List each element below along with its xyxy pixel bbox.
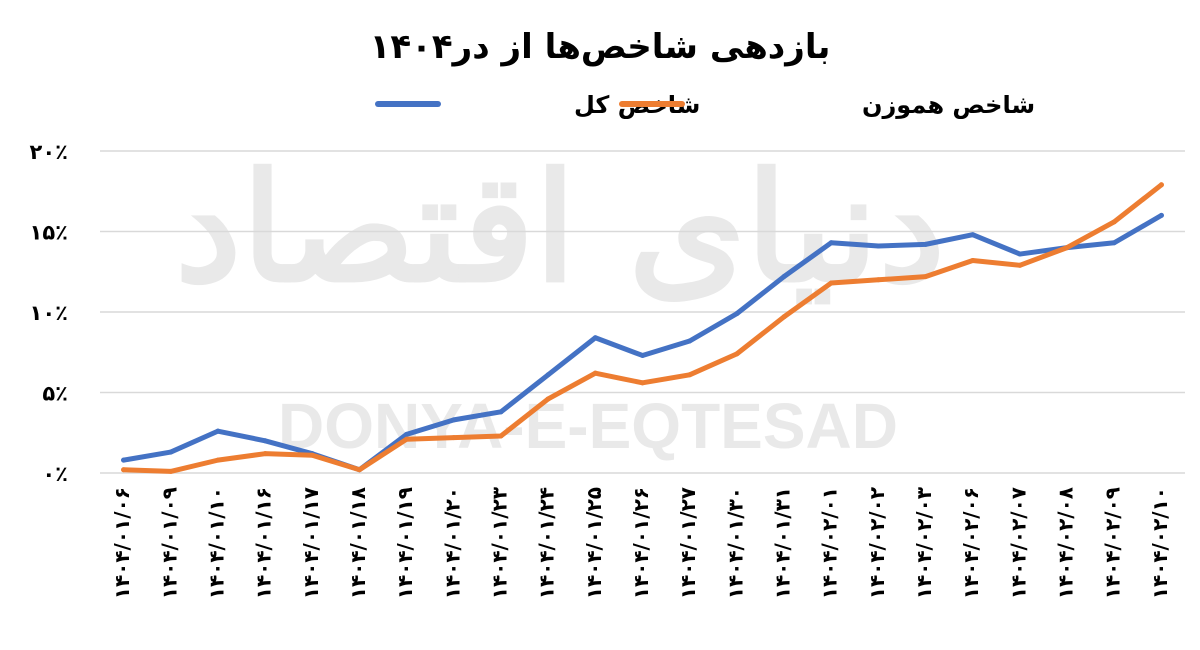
data-point bbox=[875, 277, 881, 283]
data-point bbox=[262, 451, 268, 457]
x-tick-label: ۱۴۰۴/۰۲/۱۰ bbox=[1148, 487, 1172, 599]
x-tick-label: ۱۴۰۴/۰۱/۳۰ bbox=[723, 487, 747, 599]
x-tick-label: ۱۴۰۴/۰۱/۲۰ bbox=[440, 487, 464, 599]
y-tick-label: ۱۵٪ bbox=[30, 221, 68, 245]
data-point bbox=[1064, 245, 1070, 251]
data-point bbox=[781, 274, 787, 280]
x-tick-label: ۱۴۰۴/۰۱/۲۳ bbox=[487, 487, 511, 599]
data-point bbox=[640, 380, 645, 386]
data-point bbox=[828, 280, 834, 286]
x-tick-label: ۱۴۰۴/۰۱/۱۷ bbox=[299, 487, 323, 599]
y-axis-tick-labels: ۰٪ ۵٪ ۱۰٪ ۱۵٪ ۲۰٪ bbox=[30, 140, 68, 486]
chart-title: بازدهی شاخص‌ها از در۱۴۰۴ bbox=[370, 27, 831, 67]
x-tick-label: ۱۴۰۴/۰۱/۲۷ bbox=[676, 487, 700, 599]
data-point bbox=[121, 467, 127, 473]
x-tick-label: ۱۴۰۴/۰۲/۰۹ bbox=[1101, 487, 1125, 599]
data-point bbox=[498, 433, 504, 439]
x-tick-label: ۱۴۰۴/۰۱/۱۰ bbox=[204, 487, 228, 599]
x-tick-label: ۱۴۰۴/۰۱/۲۵ bbox=[582, 487, 606, 599]
data-point bbox=[1111, 219, 1117, 225]
data-point bbox=[923, 274, 929, 280]
x-tick-label: ۱۴۰۴/۰۲/۰۳ bbox=[912, 487, 936, 599]
data-point bbox=[970, 257, 976, 263]
data-point bbox=[121, 457, 127, 463]
data-point bbox=[640, 352, 645, 358]
data-point bbox=[1158, 212, 1164, 218]
x-tick-label: ۱۴۰۴/۰۱/۰۶ bbox=[110, 487, 134, 599]
data-point bbox=[1111, 240, 1117, 246]
data-point bbox=[1158, 182, 1164, 188]
y-tick-label: ۵٪ bbox=[42, 382, 68, 406]
y-tick-label: ۱۰٪ bbox=[30, 301, 68, 325]
data-point bbox=[309, 452, 315, 458]
data-point bbox=[498, 409, 504, 415]
legend-label-equal-weight-index: شاخص هموزن bbox=[862, 91, 1035, 119]
data-point bbox=[451, 435, 457, 441]
data-point bbox=[687, 338, 693, 344]
data-point bbox=[168, 468, 174, 474]
data-point bbox=[592, 335, 598, 341]
data-point bbox=[734, 311, 740, 317]
x-tick-label: ۱۴۰۴/۰۲/۰۸ bbox=[1054, 487, 1078, 599]
x-tick-label: ۱۴۰۴/۰۲/۰۶ bbox=[959, 487, 983, 599]
x-tick-label: ۱۴۰۴/۰۲/۰۱ bbox=[818, 487, 842, 599]
x-axis-tick-labels: ۱۴۰۴/۰۱/۰۶ ۱۴۰۴/۰۱/۰۹ ۱۴۰۴/۰۱/۱۰ ۱۴۰۴/۰۱/۱۶… bbox=[110, 487, 1172, 599]
data-point bbox=[1017, 251, 1023, 257]
series-lines bbox=[121, 182, 1164, 474]
data-point bbox=[592, 370, 598, 376]
chart-legend: شاخص کل شاخص هموزن bbox=[375, 91, 1035, 119]
data-point bbox=[545, 372, 551, 378]
y-tick-label: ۲۰٪ bbox=[30, 140, 68, 164]
data-point bbox=[734, 351, 740, 357]
data-point bbox=[687, 372, 693, 378]
data-point bbox=[215, 457, 221, 463]
watermark-logo: دنیای اقتصاد bbox=[175, 140, 945, 316]
data-point bbox=[215, 428, 221, 434]
data-point bbox=[970, 232, 976, 238]
x-tick-label: ۱۴۰۴/۰۲/۰۲ bbox=[865, 487, 889, 599]
x-tick-label: ۱۴۰۴/۰۲/۰۷ bbox=[1006, 487, 1030, 599]
data-point bbox=[545, 396, 551, 402]
data-point bbox=[828, 240, 834, 246]
data-point bbox=[262, 438, 268, 444]
x-tick-label: ۱۴۰۴/۰۱/۱۶ bbox=[252, 487, 276, 599]
data-point bbox=[875, 243, 881, 249]
data-point bbox=[404, 436, 410, 442]
y-tick-label: ۰٪ bbox=[42, 462, 68, 486]
data-point bbox=[781, 314, 787, 320]
data-point bbox=[1017, 262, 1023, 268]
watermark-latin-text: DONYA-E-EQTESAD bbox=[278, 390, 898, 462]
x-tick-label: ۱۴۰۴/۰۱/۱۸ bbox=[346, 487, 370, 599]
data-point bbox=[168, 449, 174, 455]
x-tick-label: ۱۴۰۴/۰۱/۲۴ bbox=[535, 487, 559, 599]
data-point bbox=[451, 417, 457, 423]
x-tick-label: ۱۴۰۴/۰۱/۲۶ bbox=[629, 487, 653, 599]
watermark: دنیای اقتصاد DONYA-E-EQTESAD bbox=[175, 140, 945, 462]
grid-lines bbox=[100, 150, 1185, 474]
data-point bbox=[356, 467, 362, 473]
data-point bbox=[404, 431, 410, 437]
x-tick-label: ۱۴۰۴/۰۱/۰۹ bbox=[157, 487, 181, 599]
x-tick-label: ۱۴۰۴/۰۱/۱۹ bbox=[393, 487, 417, 599]
data-point bbox=[923, 241, 929, 247]
x-tick-label: ۱۴۰۴/۰۱/۳۱ bbox=[771, 487, 795, 599]
